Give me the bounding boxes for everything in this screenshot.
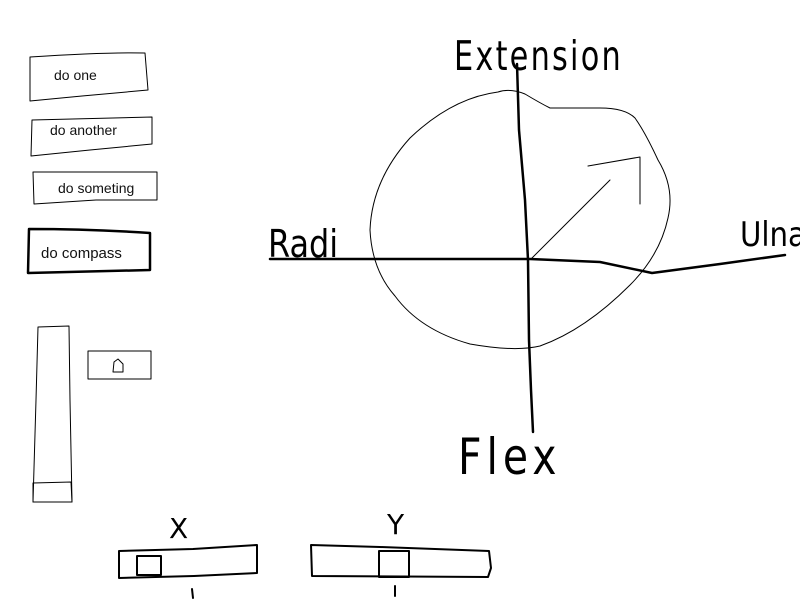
do-one-button[interactable]: [30, 54, 148, 100]
compass-horizontal-axis: [268, 253, 787, 275]
do-compass-button[interactable]: [28, 229, 150, 273]
do-compass-button-outline: [26, 227, 152, 275]
value-box-glyph: [112, 358, 124, 373]
y-slider-thumb: [378, 550, 410, 578]
x-slider-tick: [191, 588, 194, 599]
do-another-button-outline: [30, 116, 153, 157]
x-slider-handle[interactable]: [137, 556, 161, 575]
y-slider-handle[interactable]: [379, 551, 409, 577]
x-slider-track: [118, 544, 258, 579]
compass-arrow-head: [587, 156, 641, 205]
do-something-button[interactable]: [33, 172, 157, 203]
compass-range-blob: [369, 89, 671, 350]
value-box[interactable]: [88, 351, 151, 379]
y-slider-track: [310, 544, 492, 578]
vertical-slider-handle[interactable]: [33, 482, 72, 502]
x-slider-thumb: [136, 555, 162, 576]
compass-area[interactable]: [370, 90, 672, 352]
vertical-slider-thumb: [32, 481, 73, 503]
do-another-button[interactable]: [31, 117, 152, 155]
compass-direction-arrow: [530, 179, 611, 260]
value-box-outline: [87, 350, 152, 380]
do-something-button-outline: [32, 171, 158, 205]
vertical-slider[interactable]: [33, 326, 72, 502]
do-one-button-outline: [29, 52, 149, 102]
